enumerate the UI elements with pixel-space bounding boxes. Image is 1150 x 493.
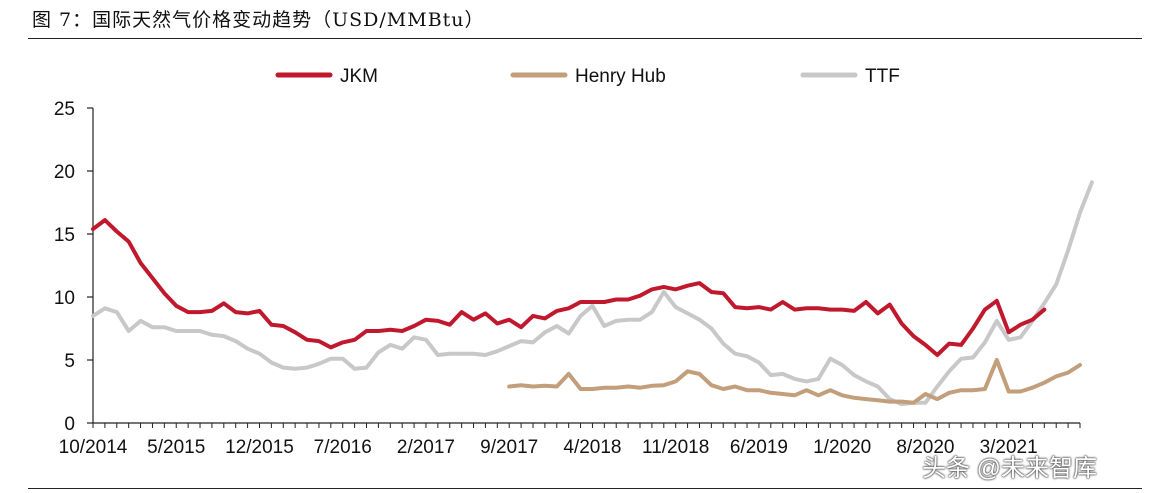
x-tick-label: 12/2015 [225, 437, 294, 458]
x-tick-labels: 10/2014 5/2015 12/2015 7/2016 2/2017 9/2017 4/… [59, 437, 1038, 458]
series-line-henry-hub [507, 358, 1082, 405]
x-tick-label: 10/2014 [59, 437, 128, 458]
chart-title: 图 7：国际天然气价格变动趋势（USD/MMBtu） [32, 9, 485, 31]
x-tick-label: 7/2016 [314, 437, 372, 458]
x-tick-label: 4/2018 [563, 437, 621, 458]
x-tick-label: 5/2015 [147, 437, 205, 458]
y-tick-label: 0 [64, 414, 75, 435]
series-line-ttf [91, 180, 1094, 407]
series-lines [91, 180, 1094, 407]
legend-label-jkm: JKM [340, 66, 378, 87]
y-tick-label: 5 [64, 351, 75, 372]
y-tick-label: 15 [54, 225, 75, 246]
y-tick-label: 25 [54, 99, 75, 120]
series-line-jkm [91, 218, 1047, 357]
x-tick-label: 6/2019 [730, 437, 788, 458]
bottom-rule [28, 488, 1142, 489]
top-rule [28, 38, 1142, 39]
y-tick-label: 20 [54, 162, 75, 183]
axes [87, 107, 1081, 428]
legend-label-ttf: TTF [865, 66, 900, 87]
y-tick-labels: 0 5 10 15 20 25 [54, 99, 75, 435]
x-tick-label: 9/2017 [480, 437, 538, 458]
x-tick-label: 11/2018 [642, 437, 709, 458]
watermark: 头条 @未来智库 [922, 455, 1098, 482]
x-tick-label: 8/2020 [896, 437, 954, 458]
legend: JKM Henry Hub TTF [275, 66, 900, 87]
x-tick-label: 3/2021 [980, 437, 1038, 458]
legend-label-henry-hub: Henry Hub [575, 66, 666, 87]
x-tick-label: 1/2020 [813, 437, 871, 458]
y-tick-label: 10 [54, 288, 75, 309]
x-tick-label: 2/2017 [397, 437, 455, 458]
